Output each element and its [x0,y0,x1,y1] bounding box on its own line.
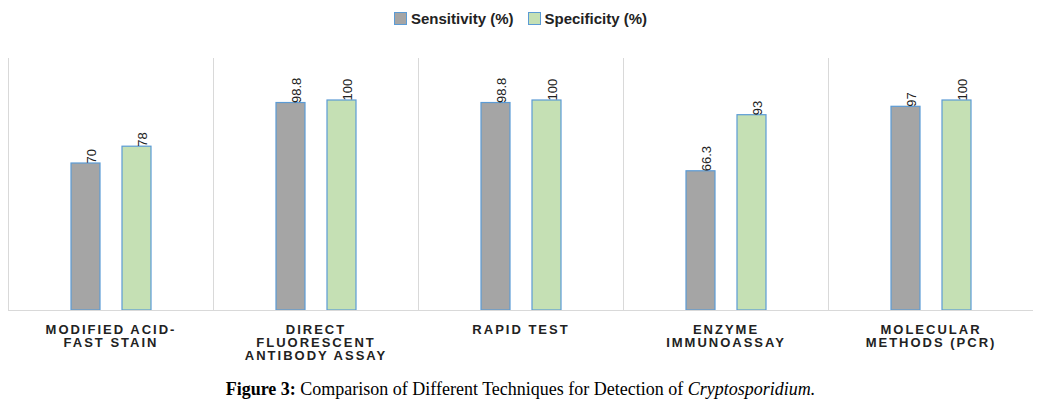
svg-text:RAPID TEST: RAPID TEST [472,322,569,337]
svg-text:MODIFIED ACID-FAST STAIN: MODIFIED ACID-FAST STAIN [46,322,177,350]
svg-text:98.8: 98.8 [494,78,509,103]
svg-text:66.3: 66.3 [699,146,714,171]
svg-text:DIRECTFLUORESCENTANTIBODY ASSA: DIRECTFLUORESCENTANTIBODY ASSAY [245,322,387,363]
svg-text:98.8: 98.8 [289,78,304,103]
html-text:Figure 3: Comparison of Differ: Figure 3: Comparison of Different Techni… [225,379,816,399]
svg-text:78: 78 [135,132,150,146]
svg-text:MOLECULARMETHODS (PCR): MOLECULARMETHODS (PCR) [866,322,997,350]
svg-text:100: 100 [545,79,560,101]
svg-text:93: 93 [750,101,765,115]
svg-text:ENZYMEIMMUNOASSAY: ENZYMEIMMUNOASSAY [666,322,786,350]
svg-text:70: 70 [84,149,99,163]
svg-text:97: 97 [904,92,919,106]
svg-text:100: 100 [340,79,355,101]
svg-text:100: 100 [955,79,970,101]
html-text:Sensitivity (%): Sensitivity (%) [411,9,514,27]
html-text:Specificity (%): Specificity (%) [544,9,647,27]
